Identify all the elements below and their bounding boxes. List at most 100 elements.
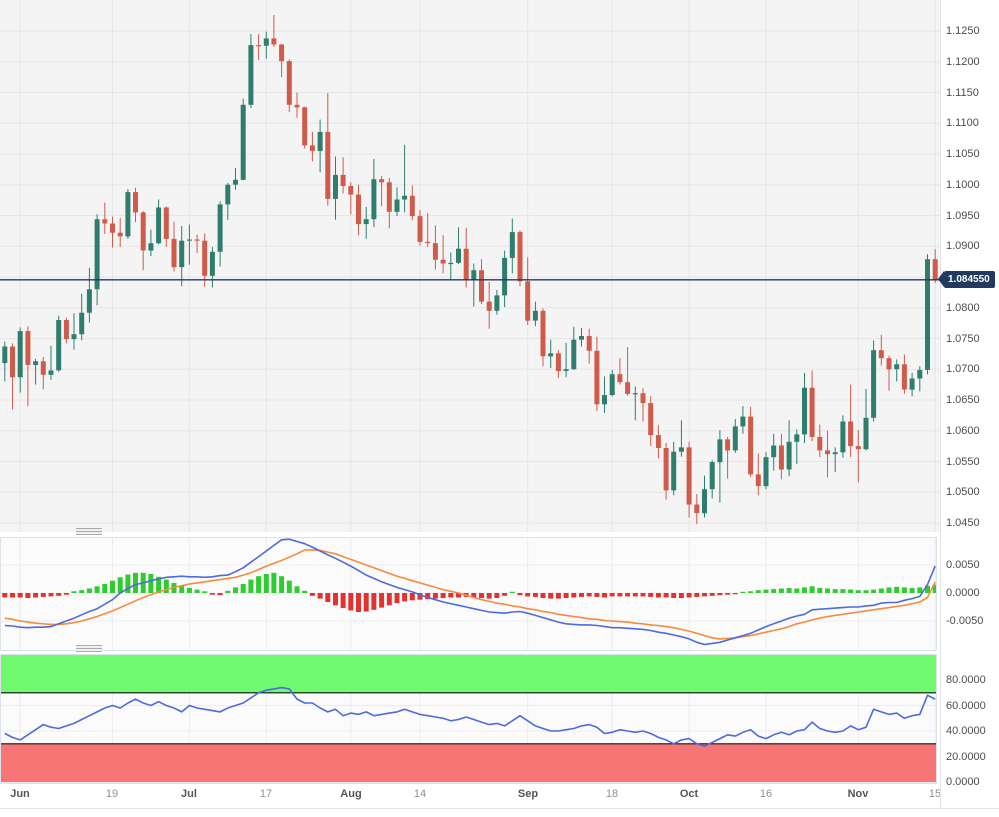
rsi-panel-resize-handle[interactable] bbox=[76, 645, 102, 652]
price-tick-label: 1.1050 bbox=[946, 148, 980, 160]
macd-histogram-bar bbox=[671, 593, 677, 598]
candle-body bbox=[548, 353, 554, 357]
macd-histogram-bar bbox=[309, 593, 315, 596]
macd-histogram-bar bbox=[348, 593, 354, 611]
candle-body bbox=[771, 445, 777, 458]
macd-histogram-bar bbox=[625, 593, 631, 597]
macd-histogram-bar bbox=[778, 588, 784, 593]
macd-histogram-bar bbox=[256, 576, 262, 593]
macd-histogram-bar bbox=[133, 572, 138, 593]
macd-histogram-bar bbox=[271, 572, 277, 593]
macd-histogram-bar bbox=[125, 574, 131, 593]
candle-body bbox=[825, 450, 830, 455]
macd-histogram-bar bbox=[386, 593, 392, 606]
macd-histogram-bar bbox=[678, 593, 684, 598]
macd-histogram-bar bbox=[525, 593, 531, 597]
candle-body bbox=[640, 393, 646, 403]
macd-histogram-bar bbox=[48, 593, 54, 597]
candle-body bbox=[202, 240, 208, 276]
macd-histogram-bar bbox=[786, 588, 792, 593]
macd-histogram-bar bbox=[63, 593, 69, 595]
price-tick-label: 1.0950 bbox=[946, 210, 980, 222]
candle-body bbox=[333, 174, 338, 199]
candle-body bbox=[540, 310, 546, 357]
rsi-line bbox=[4, 686, 936, 748]
macd-histogram-bar bbox=[394, 593, 400, 604]
candle-body bbox=[917, 369, 923, 379]
macd-histogram-bar bbox=[655, 593, 661, 598]
candle-body bbox=[371, 179, 377, 220]
macd-histogram-bar bbox=[456, 593, 461, 598]
macd-histogram-bar bbox=[363, 593, 369, 612]
candle-body bbox=[648, 403, 654, 436]
candle-body bbox=[625, 382, 631, 394]
candle-body bbox=[878, 350, 884, 359]
macd-histogram-bar bbox=[825, 588, 830, 593]
macd-histogram-bar bbox=[548, 593, 554, 599]
macd-histogram-bar bbox=[2, 593, 8, 598]
macd-histogram-bar bbox=[732, 593, 738, 595]
macd-histogram-bar bbox=[379, 593, 385, 608]
candle-body bbox=[532, 310, 538, 321]
price-tick-label: 1.1100 bbox=[946, 117, 979, 129]
macd-histogram-bar bbox=[79, 590, 85, 593]
candle-body bbox=[402, 195, 408, 200]
candle-body bbox=[671, 451, 677, 491]
candle-body bbox=[456, 248, 461, 263]
candle-body bbox=[279, 44, 285, 62]
time-tick-label: Jul bbox=[181, 788, 197, 800]
candle-body bbox=[432, 243, 438, 260]
candle-body bbox=[340, 174, 346, 186]
macd-histogram-bar bbox=[832, 589, 838, 593]
macd-histogram-bar bbox=[217, 593, 223, 596]
candle-body bbox=[271, 38, 277, 45]
macd-panel-resize-handle[interactable] bbox=[76, 528, 102, 535]
macd-histogram-bar bbox=[194, 589, 200, 593]
time-tick-label: 14 bbox=[413, 788, 427, 800]
candle-body bbox=[563, 369, 569, 371]
price-tick-label: 1.0550 bbox=[946, 456, 980, 468]
candle-body bbox=[25, 331, 31, 365]
macd-histogram-bar bbox=[279, 576, 285, 593]
candle-body bbox=[848, 421, 854, 447]
time-tick-label: 15 bbox=[928, 788, 942, 800]
macd-histogram-bar bbox=[432, 593, 438, 599]
macd-histogram-bar bbox=[925, 585, 930, 593]
rsi-tick-label: 60.0000 bbox=[946, 700, 986, 712]
rsi-tick-label: 0.0000 bbox=[946, 776, 980, 788]
candle-body bbox=[702, 489, 707, 514]
macd-histogram-bar bbox=[840, 589, 846, 593]
candle-body bbox=[186, 239, 192, 241]
macd-tick-label: -0.0050 bbox=[946, 615, 984, 627]
candle-body bbox=[732, 426, 738, 451]
macd-histogram-bar bbox=[248, 579, 254, 593]
time-tick-label: Oct bbox=[679, 788, 699, 800]
macd-histogram-bar bbox=[532, 593, 538, 597]
candle-body bbox=[486, 301, 492, 311]
macd-histogram-bar bbox=[817, 588, 823, 593]
macd-histogram-bar bbox=[878, 588, 884, 593]
candle-body bbox=[509, 232, 515, 258]
candle-body bbox=[394, 199, 400, 212]
macd-histogram-bar bbox=[333, 593, 338, 606]
candle-body bbox=[425, 241, 431, 244]
macd-histogram-bar bbox=[286, 580, 292, 593]
candle-body bbox=[417, 216, 423, 242]
candle-body bbox=[33, 361, 39, 365]
candle-body bbox=[932, 259, 938, 280]
macd-histogram-bar bbox=[10, 593, 15, 598]
candle-body bbox=[725, 439, 731, 451]
macd-histogram-bar bbox=[663, 593, 669, 598]
candle-body bbox=[786, 441, 792, 470]
macd-histogram-bar bbox=[863, 590, 869, 593]
macd-histogram-bar bbox=[709, 593, 715, 596]
macd-histogram-bar bbox=[233, 587, 238, 593]
price-tick-label: 1.1150 bbox=[946, 87, 979, 99]
macd-histogram-bar bbox=[771, 589, 777, 593]
candle-body bbox=[363, 219, 369, 225]
time-tick-label: Nov bbox=[847, 788, 869, 800]
rsi-tick-label: 20.0000 bbox=[946, 751, 986, 763]
macd-histogram-bar bbox=[17, 593, 23, 598]
